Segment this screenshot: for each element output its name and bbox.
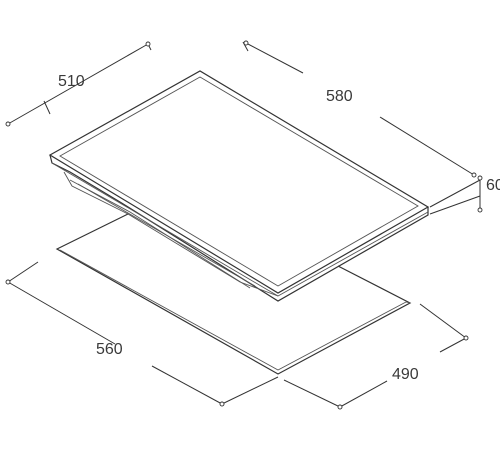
dim-cutout-width: 560 xyxy=(5,261,279,407)
cutout-outline xyxy=(55,213,412,375)
dim-label-cutout-width: 560 xyxy=(96,341,123,358)
dim-label-hob-height: 60 xyxy=(486,177,500,194)
dim-label-cutout-depth: 490 xyxy=(392,366,419,383)
dim-hob-width: 580 xyxy=(242,40,477,178)
dim-cutout-depth: 490 xyxy=(283,303,469,410)
hob-body xyxy=(48,70,430,302)
dim-hob-depth: 510 xyxy=(5,41,152,127)
dim-hob-height: 60 xyxy=(429,175,500,215)
dim-label-hob-depth: 510 xyxy=(58,73,85,90)
dim-label-hob-width: 580 xyxy=(326,88,353,105)
